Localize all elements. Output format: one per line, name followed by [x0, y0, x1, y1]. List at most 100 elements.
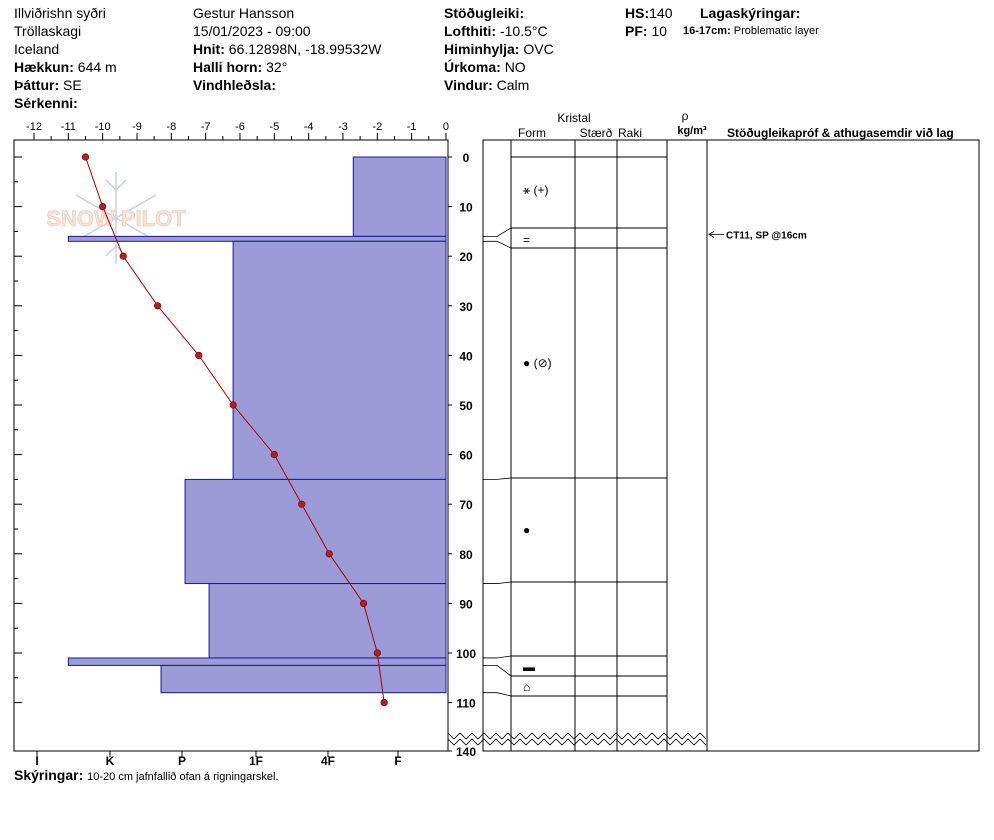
- hs-row: HS:140: [625, 5, 673, 21]
- crystal-form-glyph: ●: [523, 523, 530, 537]
- hardness-layer-1: [67, 235, 447, 242]
- temp-tick-label: -4: [304, 121, 314, 133]
- air-temp-row: Lofthiti: -10.5°C: [444, 23, 548, 39]
- col-density-unit: kg/m³: [677, 125, 707, 137]
- datetime: 15/01/2023 - 09:00: [193, 23, 311, 39]
- pf-row: PF: 10: [625, 23, 668, 39]
- layer-notes-label: Lagaskýringar:: [700, 5, 801, 21]
- layer-notes-row: 16-17cm: Problematic layer: [683, 22, 819, 40]
- elevation: 644 m: [77, 59, 117, 75]
- temp-tick-label: -9: [132, 121, 142, 133]
- temperature-point-4: [195, 351, 203, 360]
- footer-notes: Skýringar: 10-20 cm jafnfallið ofan á ri…: [14, 766, 279, 786]
- col-rho: ρ: [682, 109, 689, 123]
- col-form: Form: [518, 126, 546, 140]
- layer-connector: [483, 240, 512, 249]
- layer-notes-text: Problematic layer: [733, 25, 819, 37]
- temperature-point-6: [270, 451, 278, 459]
- hardness-tick-label: K: [106, 754, 115, 768]
- location: Illviðrishn syðri: [14, 5, 106, 21]
- watermark-text: SNOW PILOT: [46, 206, 186, 231]
- coords-row: Hnit: 66.12898N, -18.99532W: [193, 41, 382, 57]
- temperature-point-2: [119, 252, 127, 260]
- temp-tick-label: -1: [407, 121, 417, 133]
- hardness-tick-label: 1F: [249, 754, 263, 768]
- sky-row: Himinhylja: OVC: [444, 41, 554, 57]
- wind-loading-row: Vindhleðsla:: [193, 77, 276, 93]
- stability-test-note: CT11, SP @16cm: [726, 230, 807, 241]
- temp-tick-label: -8: [166, 121, 176, 133]
- slope-row: Halli horn: 32°: [193, 59, 288, 75]
- temp-tick-label: -7: [201, 121, 211, 133]
- depth-tick-label: 100: [456, 647, 476, 661]
- right-table-frame: [482, 139, 980, 752]
- stability-row: Stöðugleiki:: [444, 5, 525, 21]
- temp-tick-label: 0: [443, 121, 449, 133]
- snowpilot-watermark: SNOW PILOT: [46, 172, 187, 264]
- axis-break-zigzag-bottom: [447, 738, 707, 746]
- temperature-point-1: [99, 203, 107, 211]
- depth-tick-label: 140: [456, 745, 476, 759]
- depth-tick-label: 40: [459, 349, 473, 363]
- hardness-layer-5: [67, 657, 447, 666]
- hardness-tick-label: P: [178, 754, 186, 768]
- precip: NO: [504, 59, 526, 75]
- layer-connector: [483, 477, 512, 480]
- crystal-form-glyph: ● (⊘): [523, 356, 552, 370]
- temperature-point-8: [325, 550, 333, 558]
- col-crystal: Kristal: [557, 111, 590, 125]
- hardness-layer-4: [208, 583, 447, 659]
- hardness-layer-2: [232, 240, 447, 480]
- hardness-layer-3: [184, 478, 447, 585]
- aspect-row: Þáttur: SE: [14, 77, 82, 93]
- layer-connector: [483, 581, 512, 584]
- hardness-layer-0: [352, 156, 447, 237]
- layer-connector: [483, 665, 512, 677]
- layer-connector: [483, 655, 512, 659]
- temp-tick-label: -3: [338, 121, 348, 133]
- temperature-point-10: [373, 649, 381, 657]
- test-arrow-head: [708, 231, 715, 238]
- coords: 66.12898N, -18.99532W: [228, 41, 382, 57]
- temp-tick-label: -5: [269, 121, 279, 133]
- notes-text: 10-20 cm jafnfallið ofan á rigningarskel…: [87, 771, 279, 783]
- temperature-point-5: [229, 401, 237, 409]
- hardness-tick-label: I: [35, 754, 38, 768]
- hardness-tick-label: F: [394, 754, 401, 768]
- temp-tick-label: -6: [235, 121, 245, 133]
- features-row: Sérkenni:: [14, 95, 78, 111]
- col-size: Stærð: [580, 126, 613, 140]
- precip-row: Úrkoma: NO: [444, 59, 526, 75]
- region: Tröllaskagi: [14, 23, 82, 39]
- hardness-tick-label: 4F: [321, 754, 335, 768]
- header-left: Illviðrishn syðri Tröllaskagi Iceland Hæ…: [14, 4, 117, 112]
- depth-tick-label: 10: [459, 201, 473, 215]
- temp-tick-label: -2: [372, 121, 382, 133]
- aspect: SE: [63, 77, 82, 93]
- col-tests: Stöðugleikapróf & athugasemdir við lag: [727, 126, 954, 140]
- crystal-form-glyph: =: [523, 233, 530, 247]
- header-layer-notes: Lagaskýringar:: [700, 4, 800, 22]
- crystal-form-glyph: ⌂: [523, 680, 530, 694]
- hs: 140: [649, 5, 673, 21]
- temp-tick-label: -12: [26, 121, 42, 133]
- wind: Calm: [496, 77, 530, 93]
- temperature-point-11: [380, 698, 388, 707]
- header-weather: Stöðugleiki: Lofthiti: -10.5°C Himinhylj…: [444, 4, 554, 94]
- header-mid: Gestur Hansson 15/01/2023 - 09:00 Hnit: …: [193, 4, 381, 94]
- layer-connector: [483, 692, 512, 697]
- depth-tick-label: 20: [459, 250, 473, 264]
- temperature-point-0: [81, 153, 90, 161]
- col-wetness: Raki: [618, 126, 642, 140]
- depth-tick-label: 0: [463, 151, 470, 165]
- observer: Gestur Hansson: [193, 5, 295, 21]
- header-hs: HS:140 PF: 10: [625, 4, 672, 40]
- crystal-form-glyph: ▬: [523, 660, 535, 674]
- sky: OVC: [523, 41, 554, 57]
- elevation-row: Hækkun: 644 m: [14, 59, 117, 75]
- depth-tick-label: 80: [459, 548, 473, 562]
- layer-notes-range: 16-17cm:: [683, 25, 731, 37]
- temperature-line: [85, 156, 385, 703]
- pf: 10: [651, 23, 668, 39]
